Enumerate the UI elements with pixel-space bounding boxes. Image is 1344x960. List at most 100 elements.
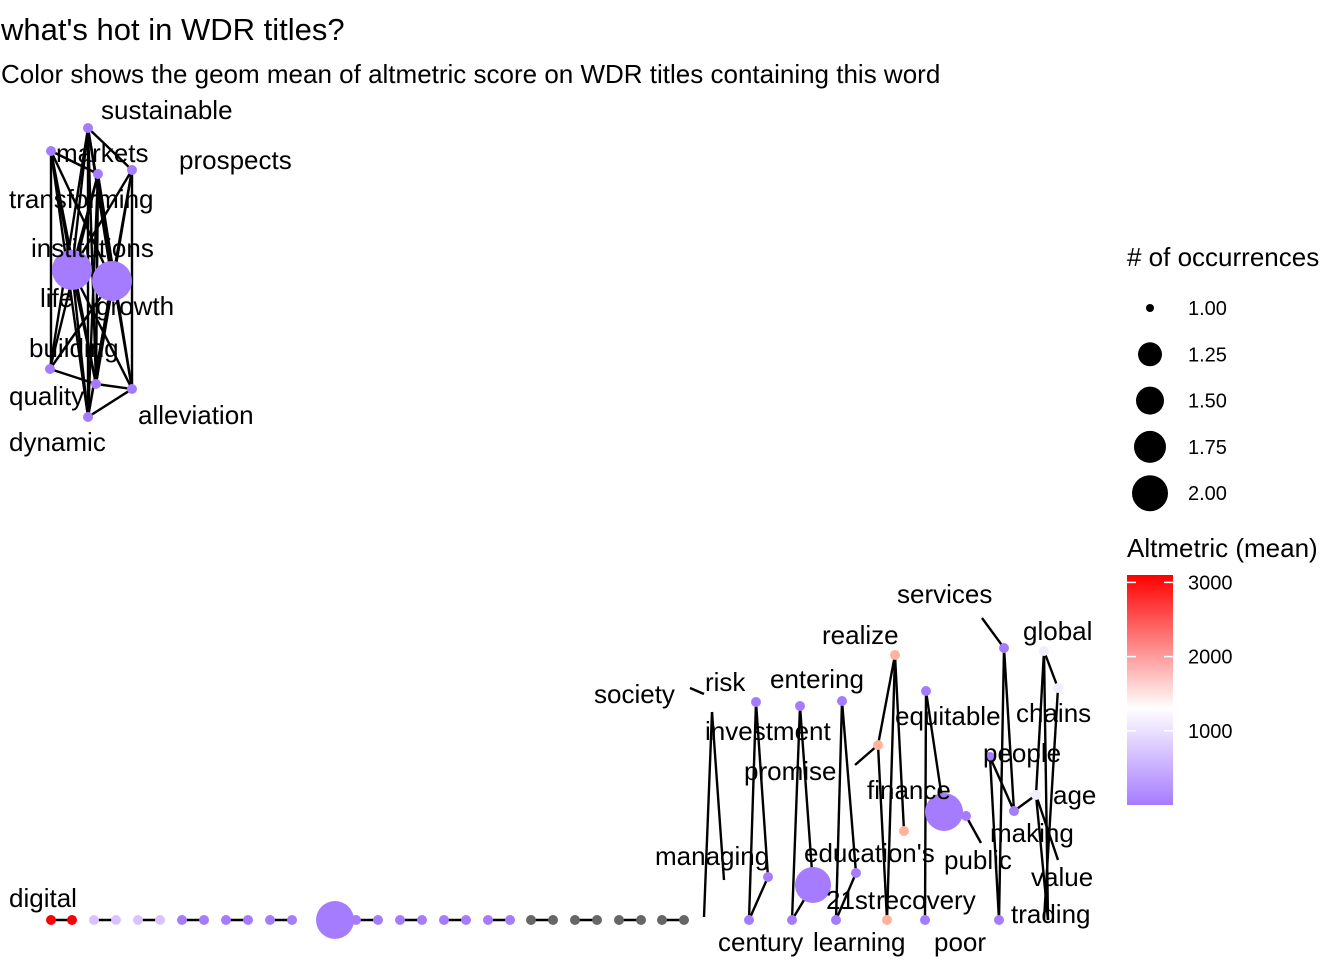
edge — [924, 690, 946, 813]
word-node — [287, 915, 297, 925]
word-node — [657, 915, 667, 925]
word-node — [570, 915, 580, 925]
word-label: society — [594, 679, 675, 709]
word-node — [526, 915, 536, 925]
edge — [988, 756, 1016, 812]
edge — [70, 269, 134, 390]
word-node — [751, 697, 761, 707]
word-label: life — [40, 283, 73, 313]
word-label: trading — [1011, 899, 1091, 929]
word-label: digital — [9, 883, 77, 913]
edge — [854, 744, 879, 766]
size-legend-label: 2.00 — [1188, 483, 1227, 505]
word-label: people — [983, 738, 1061, 768]
word-node — [795, 867, 831, 903]
color-legend-title: Altmetric (mean) — [1127, 533, 1318, 563]
word-node — [483, 915, 493, 925]
edge — [754, 701, 770, 878]
word-node — [899, 826, 909, 836]
chart-title: what's hot in WDR titles? — [0, 12, 345, 47]
word-node — [52, 250, 92, 290]
word-label: prospects — [179, 145, 292, 175]
word-node — [1009, 806, 1019, 816]
edge — [840, 700, 858, 874]
word-node — [177, 915, 187, 925]
size-legend-label: 1.75 — [1188, 437, 1227, 459]
network-nodes — [45, 123, 1063, 939]
word-node — [243, 915, 253, 925]
size-legend-label: 1.00 — [1188, 298, 1227, 320]
word-label: chains — [1016, 698, 1091, 728]
size-legend-label: 1.50 — [1188, 391, 1227, 413]
edge — [923, 690, 928, 921]
size-legend-key — [1136, 386, 1164, 415]
edge — [702, 711, 714, 918]
word-node — [851, 868, 861, 878]
word-node — [417, 915, 427, 925]
word-node — [795, 701, 805, 711]
word-label: sustainable — [101, 95, 233, 125]
word-label: finance — [867, 775, 951, 805]
edge — [981, 617, 1005, 649]
edge — [876, 744, 889, 921]
word-node — [316, 901, 354, 939]
word-label: equitable — [895, 701, 1001, 731]
word-node — [127, 384, 137, 394]
word-node — [744, 915, 754, 925]
size-legend-title: # of occurrences — [1127, 242, 1319, 272]
word-label: markets — [56, 138, 148, 168]
word-labels: sustainable markets prospects transforming i… — [9, 95, 1096, 957]
word-node — [461, 915, 471, 925]
edge — [50, 149, 99, 176]
word-node — [83, 412, 93, 422]
word-node — [89, 915, 99, 925]
word-label: alleviation — [138, 400, 254, 430]
word-label: promise — [744, 756, 836, 786]
word-node — [155, 915, 165, 925]
word-label: transforming — [9, 184, 154, 214]
edge — [988, 756, 1001, 921]
word-node — [882, 915, 892, 925]
word-node — [873, 740, 883, 750]
word-label: making — [990, 818, 1074, 848]
word-label: poor — [934, 927, 986, 957]
word-label: quality — [9, 381, 84, 411]
word-node — [133, 915, 143, 925]
color-legend-bar — [1127, 575, 1173, 805]
word-node — [67, 915, 77, 925]
word-node — [787, 915, 797, 925]
edge — [86, 173, 100, 418]
word-label: managing — [655, 841, 769, 871]
chart-subtitle: Color shows the geom mean of altmetric s… — [1, 59, 940, 89]
edge — [964, 815, 983, 844]
word-node — [636, 915, 646, 925]
word-node — [831, 915, 841, 925]
size-legend-key — [1132, 475, 1168, 512]
edge — [49, 150, 114, 282]
edge — [70, 269, 90, 418]
word-node — [265, 915, 275, 925]
edge — [49, 150, 74, 271]
word-node — [837, 696, 847, 706]
word-node — [439, 915, 449, 925]
word-node — [351, 915, 361, 925]
word-node — [994, 915, 1004, 925]
word-node — [548, 915, 558, 925]
word-label: building — [29, 333, 119, 363]
edge — [689, 686, 705, 696]
edge — [798, 705, 815, 886]
edge — [710, 711, 726, 881]
word-label: public — [944, 845, 1012, 875]
word-node — [1053, 683, 1063, 693]
word-label: risk — [705, 667, 746, 697]
word-node — [45, 364, 55, 374]
word-label: institutions — [31, 233, 154, 263]
word-node — [93, 169, 103, 179]
word-node — [395, 915, 405, 925]
edge — [87, 387, 133, 419]
word-node — [679, 915, 689, 925]
word-label: growth — [96, 291, 174, 321]
word-node — [127, 165, 137, 175]
edge — [87, 127, 133, 171]
